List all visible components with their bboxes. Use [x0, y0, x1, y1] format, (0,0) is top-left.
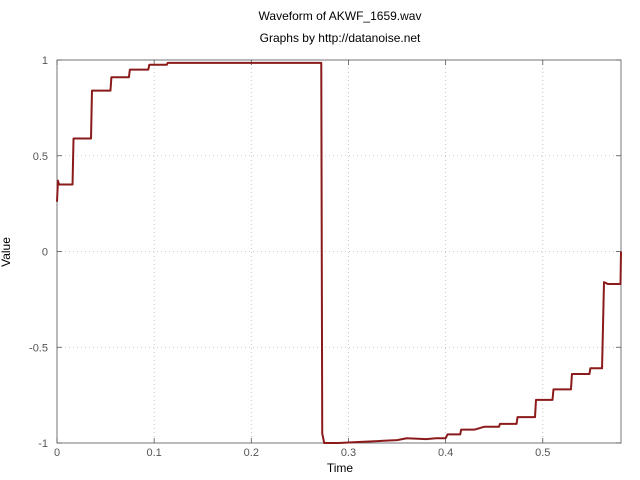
y-tick-label: 0 [42, 247, 48, 259]
x-tick-label: 0 [54, 447, 60, 459]
chart-title: Waveform of AKWF_1659.wav [259, 9, 422, 23]
series-line [56, 61, 622, 444]
axis-ticks: 0 0.1 0.2 0.3 0.4 0.5 1 0.5 0 -0.5 -1 [29, 55, 621, 459]
y-tick-label: -1 [38, 438, 48, 450]
x-tick-label: 0.5 [535, 447, 550, 459]
x-tick-label: 0.1 [147, 447, 162, 459]
chart-subtitle: Graphs by http://datanoise.net [260, 31, 421, 45]
y-tick-label: -0.5 [29, 342, 48, 354]
y-tick-label: 0.5 [33, 151, 48, 163]
gridlines [56, 59, 621, 444]
x-tick-label: 0.2 [244, 447, 259, 459]
x-axis-label: Time [327, 461, 354, 475]
y-axis-label: Value [0, 237, 13, 267]
y-tick-label: 1 [42, 55, 48, 67]
x-tick-label: 0.3 [341, 447, 356, 459]
x-tick-label: 0.4 [438, 447, 453, 459]
